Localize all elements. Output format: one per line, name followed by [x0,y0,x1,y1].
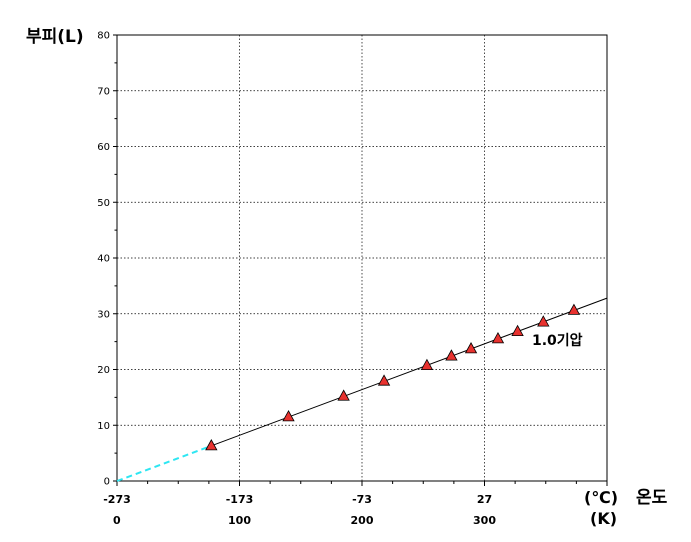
y-tick-labels: 0 10 20 30 40 50 60 70 80 [97,31,110,488]
x-tick-label-celsius: -273 [103,493,131,506]
y-tick-label: 20 [97,365,110,376]
x-tick-label-celsius: 27 [477,493,492,506]
y-tick-label: 60 [97,142,110,153]
x-tick-labels: -273 -173 -73 27 0 100 200 300 [103,493,496,527]
data-point-triangle [511,324,524,336]
data-point-triangle [464,342,478,354]
data-point-triangle [491,332,505,344]
data-point-triangle [337,389,350,401]
y-axis-title: 부피(L) [26,27,84,47]
x-tick-label-kelvin: 300 [473,514,496,527]
y-tick-label: 50 [97,198,110,209]
plot-frame [116,34,608,482]
data-point-triangle [537,315,550,327]
x-tick-label-kelvin: 0 [113,514,121,527]
y-tick-label: 40 [97,254,110,265]
data-markers [205,303,581,451]
data-point-triangle [445,349,458,361]
data-point-triangle [205,439,218,451]
data-point-triangle [377,374,391,386]
x-tick-label-kelvin: 200 [351,514,374,527]
data-point-triangle [282,410,295,422]
x-tick-label-kelvin: 100 [228,514,251,527]
y-tick-label: 10 [97,421,110,432]
data-point-triangle [567,303,581,315]
y-tick-label: 70 [97,86,110,97]
pressure-annotation: 1.0기압 [532,333,583,349]
x-tick-label-celsius: -73 [352,493,372,506]
x-axis-title: 온도 [636,488,668,508]
y-tick-label: 0 [104,477,110,488]
fit-line [211,297,608,447]
data-point-triangle [420,358,434,370]
axes [113,34,608,486]
celsius-unit-label: (℃) [584,488,618,507]
kelvin-unit-label: (K) [590,509,617,528]
extrapolation-line [116,444,212,482]
y-tick-label: 30 [97,309,110,320]
grid [117,34,607,481]
y-tick-label: 80 [97,31,110,42]
x-tick-label-celsius: -173 [226,493,254,506]
